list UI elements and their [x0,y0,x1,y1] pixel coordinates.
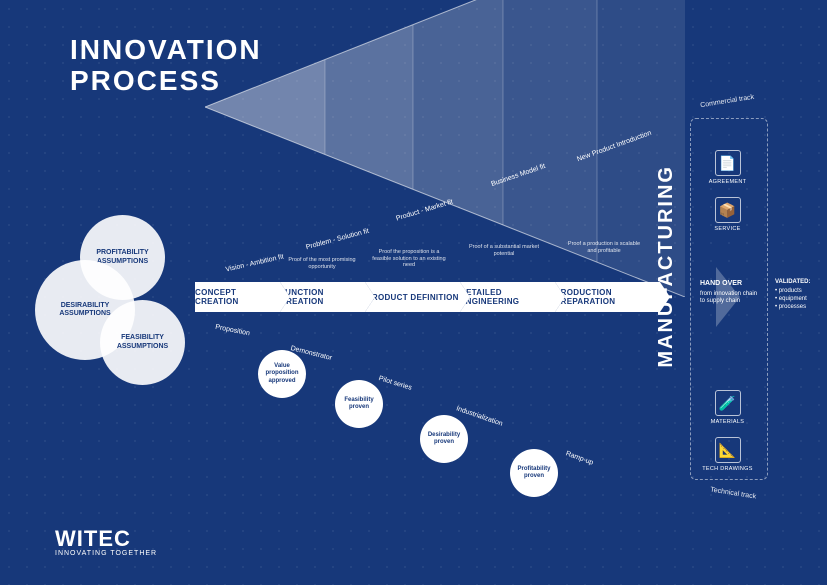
proof-text-3: Proof a production is scalable and profi… [565,241,643,254]
validated-item-1: • equipment [775,295,810,303]
diagram-area: PROFITABILITY ASSUMPTIONS DESIRABILITY A… [0,0,827,585]
side-icon: 🧪 [715,390,741,416]
gate-circle-3: Profitability proven [510,449,558,497]
validated-item-0: • products [775,287,810,295]
deliverables-top: 📄 AGREEMENT 📦 SERVICE [700,150,755,244]
phase-1: FUNCTION CREATION [280,282,365,312]
phase-arrow-bar: CONCEPT CREATIONFUNCTION CREATIONPRODUCT… [195,282,720,312]
technical-track-label: Technical track [710,486,757,500]
handover-body: from innovation chain to supply chain [700,291,762,306]
side-icon: 📦 [715,197,741,223]
manufacturing-label: MANUFACTURING [655,165,678,368]
gate-circle-2: Desirability proven [420,415,468,463]
venn-feasibility: FEASIBILITY ASSUMPTIONS [100,300,185,385]
side-item-2: 🧪 MATERIALS [700,390,755,425]
side-label: AGREEMENT [700,179,755,185]
side-icon: 📐 [715,437,741,463]
logo-block: WITEC INNOVATING TOGETHER [55,526,157,557]
validated-block: VALIDATED: • products• equipment• proces… [775,278,810,311]
gate-circle-0: Value proposition approved [258,350,306,398]
handover-block: HAND OVER from innovation chain to suppl… [700,280,762,306]
logo-tagline: INNOVATING TOGETHER [55,550,157,557]
handover-heading: HAND OVER [700,280,762,289]
logo-brand: WITEC [55,526,157,552]
gate-circle-1: Feasibility proven [335,380,383,428]
side-icon: 📄 [715,150,741,176]
phase-3: DETAILED ENGINEERING [460,282,555,312]
bottom-milestone-4: Ramp-up [565,450,594,466]
side-item-0: 📄 AGREEMENT [700,150,755,185]
side-label: MATERIALS [700,419,755,425]
bottom-milestone-2: Pilot series [378,375,413,392]
deliverables-bottom: 🧪 MATERIALS 📐 TECH DRAWINGS [700,390,755,484]
assumptions-venn: PROFITABILITY ASSUMPTIONS DESIRABILITY A… [40,235,220,375]
validated-item-2: • processes [775,303,810,311]
phase-4: PRODUCTION PREPARATION [555,282,660,312]
proof-text-2: Proof of a substantial market potential [465,244,543,257]
phase-2: PRODUCT DEFINITION [365,282,460,312]
proof-text-1: Proof the proposition is a feasible solu… [370,249,448,269]
phase-0: CONCEPT CREATION [195,282,280,312]
bottom-milestone-0: Proposition [215,324,251,338]
side-label: SERVICE [700,226,755,232]
proof-text-0: Proof of the most promising opportunity [283,257,361,270]
commercial-track-label: Commercial track [700,94,755,109]
validated-heading: VALIDATED: [775,278,810,286]
side-item-3: 📐 TECH DRAWINGS [700,437,755,472]
side-label: TECH DRAWINGS [700,466,755,472]
side-item-1: 📦 SERVICE [700,197,755,232]
